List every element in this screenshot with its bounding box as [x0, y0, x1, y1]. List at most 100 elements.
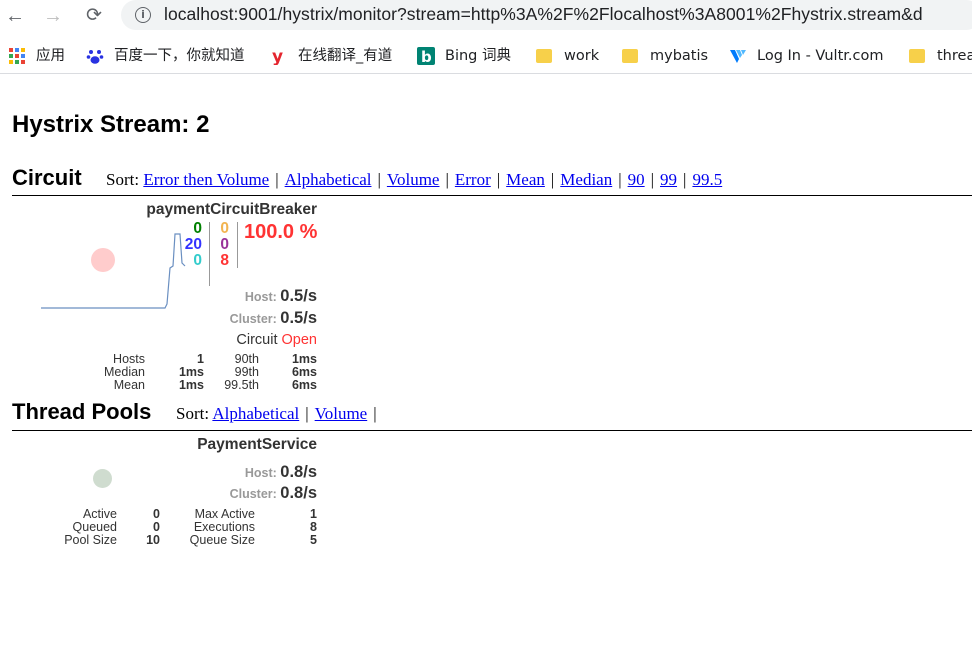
thread-pools-sort-bar: Sort: Alphabetical | Volume |	[176, 404, 377, 423]
stat-label-90th: 90th	[234, 352, 259, 366]
address-bar[interactable]: i localhost:9001/hystrix/monitor?stream=…	[121, 0, 972, 30]
sort-volume-link[interactable]: Volume	[314, 404, 368, 423]
stat-value-median: 1ms	[178, 365, 204, 379]
sort-volume-link[interactable]: Volume	[386, 170, 440, 189]
bookmark-mybatis[interactable]: mybatis	[622, 46, 712, 66]
baidu-paw-icon	[86, 50, 104, 64]
cluster-rate-value: 0.5/s	[280, 309, 317, 327]
bookmark-threa[interactable]: threa	[909, 46, 972, 66]
bookmark-label: Bing 词典	[445, 48, 511, 64]
svg-text:y: y	[272, 47, 283, 65]
bookmark-label: mybatis	[650, 48, 709, 64]
circuit-heading: Circuit	[12, 165, 82, 190]
thread-pools-heading: Thread Pools	[12, 399, 152, 424]
host-rate-value: 0.5/s	[280, 287, 317, 305]
sort-error-link[interactable]: Error	[454, 170, 491, 189]
bing-logo-icon: b	[417, 47, 435, 65]
circuit-sparkline	[41, 233, 186, 309]
circuit-health-bubble	[91, 248, 115, 272]
sort-alphabetical-link[interactable]: Alphabetical	[284, 170, 372, 189]
failure-count: 8	[220, 252, 229, 269]
bookmark-bing[interactable]: b Bing 词典	[417, 46, 522, 66]
sort-label: Sort:	[176, 404, 210, 423]
circuit-status-label: Circuit	[236, 332, 278, 348]
cluster-rate-row: Cluster: 0.5/s	[230, 309, 317, 328]
sort-error-then-volume-link[interactable]: Error then Volume	[143, 170, 270, 189]
stat-value-queued: 0	[153, 520, 160, 534]
sort-label: Sort:	[106, 170, 140, 189]
stat-value-hosts: 1	[197, 352, 204, 366]
thread-pools-divider	[12, 430, 972, 431]
stat-label-99th: 99th	[234, 365, 259, 379]
stat-value-90th: 1ms	[291, 352, 317, 366]
bookmarks-bar: 应用 百度一下，你就知道 y 在线翻译_有道 b Bing 词典 work my…	[0, 38, 972, 74]
bookmark-label: threa	[937, 48, 972, 64]
host-rate-row: Host: 0.8/s	[245, 463, 317, 482]
short-circuited-count: 20	[184, 236, 202, 253]
sort-99-link[interactable]: 99	[660, 170, 678, 189]
thread-pool-health-bubble	[93, 469, 112, 488]
info-icon[interactable]: i	[135, 7, 151, 23]
reload-icon[interactable]: ⟳	[86, 5, 102, 26]
bookmark-apps[interactable]: 应用	[8, 46, 78, 66]
stat-value-mean: 1ms	[178, 378, 204, 392]
rejected-count: 0	[220, 236, 229, 253]
vultr-logo-icon	[730, 50, 746, 63]
counts-divider	[209, 222, 210, 286]
browser-toolbar: ← → ⟳ i localhost:9001/hystrix/monitor?s…	[0, 0, 972, 34]
stat-label-active: Active	[82, 507, 117, 521]
stat-value-99th: 6ms	[291, 365, 317, 379]
svg-text:b: b	[421, 48, 432, 65]
cluster-rate-label: Cluster:	[229, 312, 277, 326]
host-rate-value: 0.8/s	[280, 463, 317, 481]
stat-value-executions: 8	[310, 520, 317, 534]
stat-label-max-active: Max Active	[194, 507, 255, 521]
host-rate-row: Host: 0.5/s	[245, 287, 317, 306]
cluster-rate-value: 0.8/s	[280, 484, 317, 502]
circuit-divider	[12, 195, 972, 196]
stat-value-active: 0	[153, 507, 160, 521]
bookmark-label: 在线翻译_有道	[298, 48, 393, 64]
cluster-rate-label: Cluster:	[229, 487, 277, 501]
stat-label-pool-size: Pool Size	[64, 533, 117, 547]
stat-value-max-active: 1	[310, 507, 317, 521]
host-rate-label: Host:	[244, 466, 277, 480]
circuit-status-value: Open	[281, 332, 317, 348]
timeout-count: 0	[220, 220, 229, 237]
folder-icon	[909, 49, 925, 63]
success-count: 0	[193, 220, 202, 237]
stat-label-mean: Mean	[113, 378, 145, 392]
folder-icon	[536, 49, 552, 63]
bookmark-baidu[interactable]: 百度一下，你就知道	[86, 46, 256, 66]
stat-value-queue-size: 5	[310, 533, 317, 547]
stat-label-executions: Executions	[193, 520, 255, 534]
bookmark-label: 百度一下，你就知道	[114, 48, 245, 64]
youdao-logo-icon: y	[272, 47, 283, 65]
folder-icon	[622, 49, 638, 63]
sort-mean-link[interactable]: Mean	[506, 170, 545, 189]
bookmark-label: Log In - Vultr.com	[757, 48, 884, 64]
cluster-rate-row: Cluster: 0.8/s	[230, 484, 317, 503]
forward-arrow-icon[interactable]: →	[43, 5, 63, 27]
sort-90-link[interactable]: 90	[627, 170, 645, 189]
bookmark-work[interactable]: work	[536, 46, 606, 66]
counts-divider	[237, 222, 238, 268]
page-title: Hystrix Stream: 2	[12, 111, 210, 138]
sort-alphabetical-link[interactable]: Alphabetical	[212, 404, 300, 423]
stat-label-queue-size: Queue Size	[189, 533, 255, 547]
stat-value-99-5th: 6ms	[291, 378, 317, 392]
sort-median-link[interactable]: Median	[560, 170, 613, 189]
circuit-status: Circuit Open	[236, 332, 317, 348]
error-percentage: 100.0 %	[244, 221, 318, 243]
bookmark-youdao[interactable]: y 在线翻译_有道	[270, 46, 405, 66]
stat-value-pool-size: 10	[146, 533, 160, 547]
url-text[interactable]: localhost:9001/hystrix/monitor?stream=ht…	[164, 4, 923, 24]
thread-pool-name: PaymentService	[197, 436, 317, 453]
stat-label-median: Median	[104, 365, 145, 379]
host-rate-label: Host:	[244, 290, 277, 304]
bad-request-count: 0	[193, 252, 202, 269]
back-arrow-icon[interactable]: ←	[5, 5, 25, 27]
sort-99-5-link[interactable]: 99.5	[692, 170, 723, 189]
bookmark-label: work	[564, 48, 600, 64]
bookmark-vultr[interactable]: Log In - Vultr.com	[729, 46, 894, 66]
